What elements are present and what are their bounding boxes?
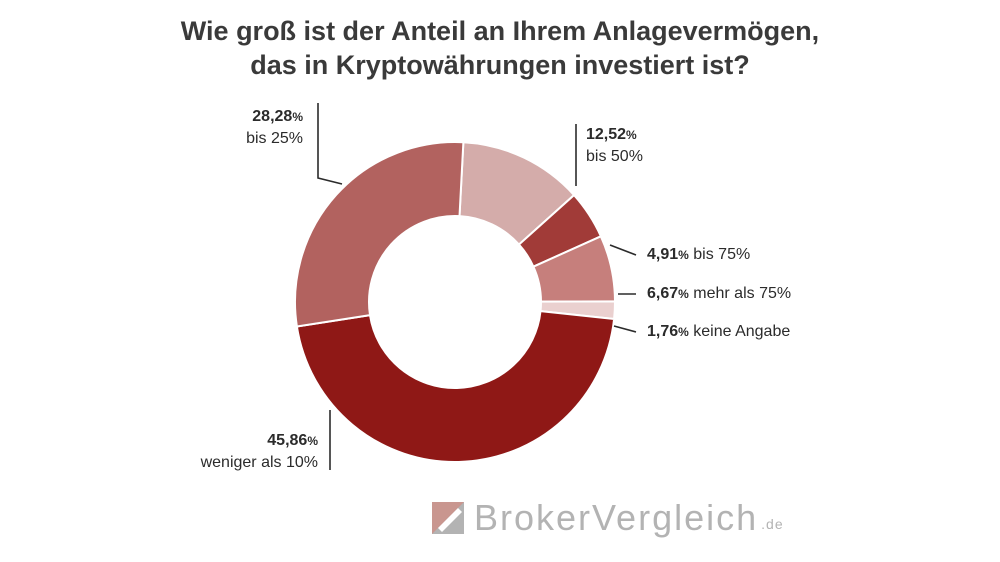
title-line-1: Wie groß ist der Anteil an Ihrem Anlagev…	[180, 16, 820, 46]
leader-line-bis-75	[609, 244, 637, 256]
slice-label-bis-25: 28,28% bis 25%	[246, 108, 303, 147]
leader-line-keine-angabe	[613, 325, 637, 333]
slice-label-bis-75: 4,91% bis 75%	[647, 246, 751, 263]
brand-logo: BrokerVergleich .de	[432, 500, 784, 536]
logo-suffix: .de	[761, 516, 784, 532]
slice-label-keine-angabe: 1,76% keine Angabe	[647, 323, 791, 340]
slice-label-weniger-als-10: 45,86% weniger als 10%	[200, 432, 318, 471]
chart-title: Wie groß ist der Anteil an Ihrem Anlagev…	[0, 14, 1000, 82]
slice-label-bis-50: 12,52% bis 50%	[586, 126, 643, 165]
donut-slice-5	[294, 141, 465, 328]
slice-label-mehr-als-75: 6,67% mehr als 75%	[647, 285, 792, 302]
logo-mark-icon	[432, 502, 464, 534]
donut-slice-4	[295, 310, 616, 463]
logo-text: BrokerVergleich	[474, 497, 759, 538]
leader-line-bis-25	[317, 103, 343, 185]
title-line-2: das in Kryptowährungen investiert ist?	[250, 50, 750, 80]
